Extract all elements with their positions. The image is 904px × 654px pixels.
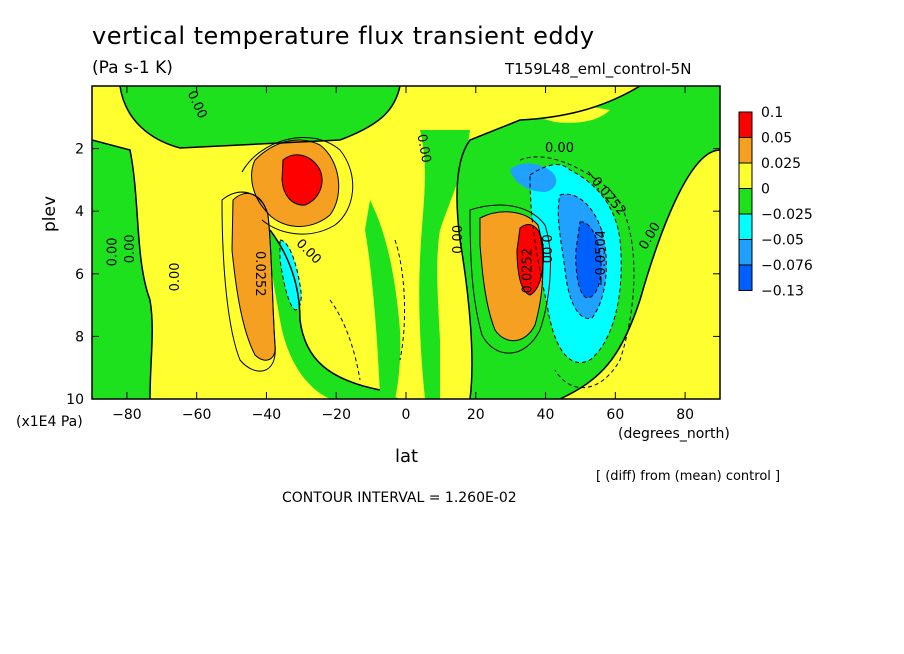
x-axis-unit: (degrees_north) [618,426,730,442]
negative-contour-lines [279,156,635,388]
x-tick-label: 0 [402,407,411,423]
colorbar-swatch [738,213,753,240]
contour-label: −0.0504 [594,230,609,286]
colorbar-swatch [738,137,753,164]
contour-lines [92,86,720,399]
diff-note: [ (diff) from (mean) control ] [596,469,781,484]
y-tick-label: 4 [75,204,84,220]
contour-label: 0.00 [545,141,574,156]
x-tick-label: 40 [537,407,555,423]
colorbar-label: 0.1 [761,105,783,121]
contour-label: 0.00 [451,225,466,254]
contour-interval: CONTOUR INTERVAL = 1.260E-02 [282,490,517,506]
x-tick-label: 60 [606,407,624,423]
colorbar-label: −0.076 [761,258,813,274]
x-tick-label: 20 [467,407,485,423]
chart-title: vertical temperature flux transient eddy [92,22,595,50]
contour-label: 0.00 [414,133,434,164]
contour-label: 0.00 [105,237,120,266]
contour-label: 0.0252 [521,248,536,294]
y-tick-label: 6 [75,267,84,283]
y-tick-label: 2 [75,142,84,158]
x-tick-label: 80 [676,407,694,423]
contour-label: 0.00 [168,262,183,291]
chart-units: (Pa s-1 K) [92,58,173,78]
colorbar-label: −0.025 [761,207,813,223]
colorbar-swatch [738,162,753,189]
contour-label: 0.00 [123,234,138,263]
y-axis-unit: (x1E4 Pa) [16,414,83,430]
x-axis-label: lat [395,446,419,467]
x-tick-label: −20 [321,407,351,423]
y-axis: 2 4 6 8 10 [66,142,720,408]
x-axis: −80 −60 −40 −20 0 20 40 60 80 [112,86,694,423]
colorbar-swatch [738,111,753,138]
colorbar-swatch [738,264,753,291]
colorbar: 0.1 0.05 0.025 0 −0.025 −0.05 −0.076 −0.13 [738,105,813,300]
colorbar-swatch [738,239,753,266]
run-label: T159L48_eml_control-5N [505,60,692,78]
x-tick-label: −40 [252,407,282,423]
colorbar-label: −0.13 [761,284,804,300]
contour-label: 0.0252 [252,251,267,297]
colorbar-swatch [738,188,753,215]
x-tick-label: −80 [112,407,142,423]
y-tick-label: 10 [66,392,84,408]
contour-fill [92,86,720,399]
colorbar-label: 0.025 [761,156,801,172]
colorbar-label: 0 [761,182,770,198]
colorbar-label: 0.05 [761,131,792,147]
x-tick-label: −60 [182,407,212,423]
colorbar-label: −0.05 [761,233,804,249]
contour-label: 0.00 [538,234,553,263]
y-tick-label: 8 [75,329,84,345]
